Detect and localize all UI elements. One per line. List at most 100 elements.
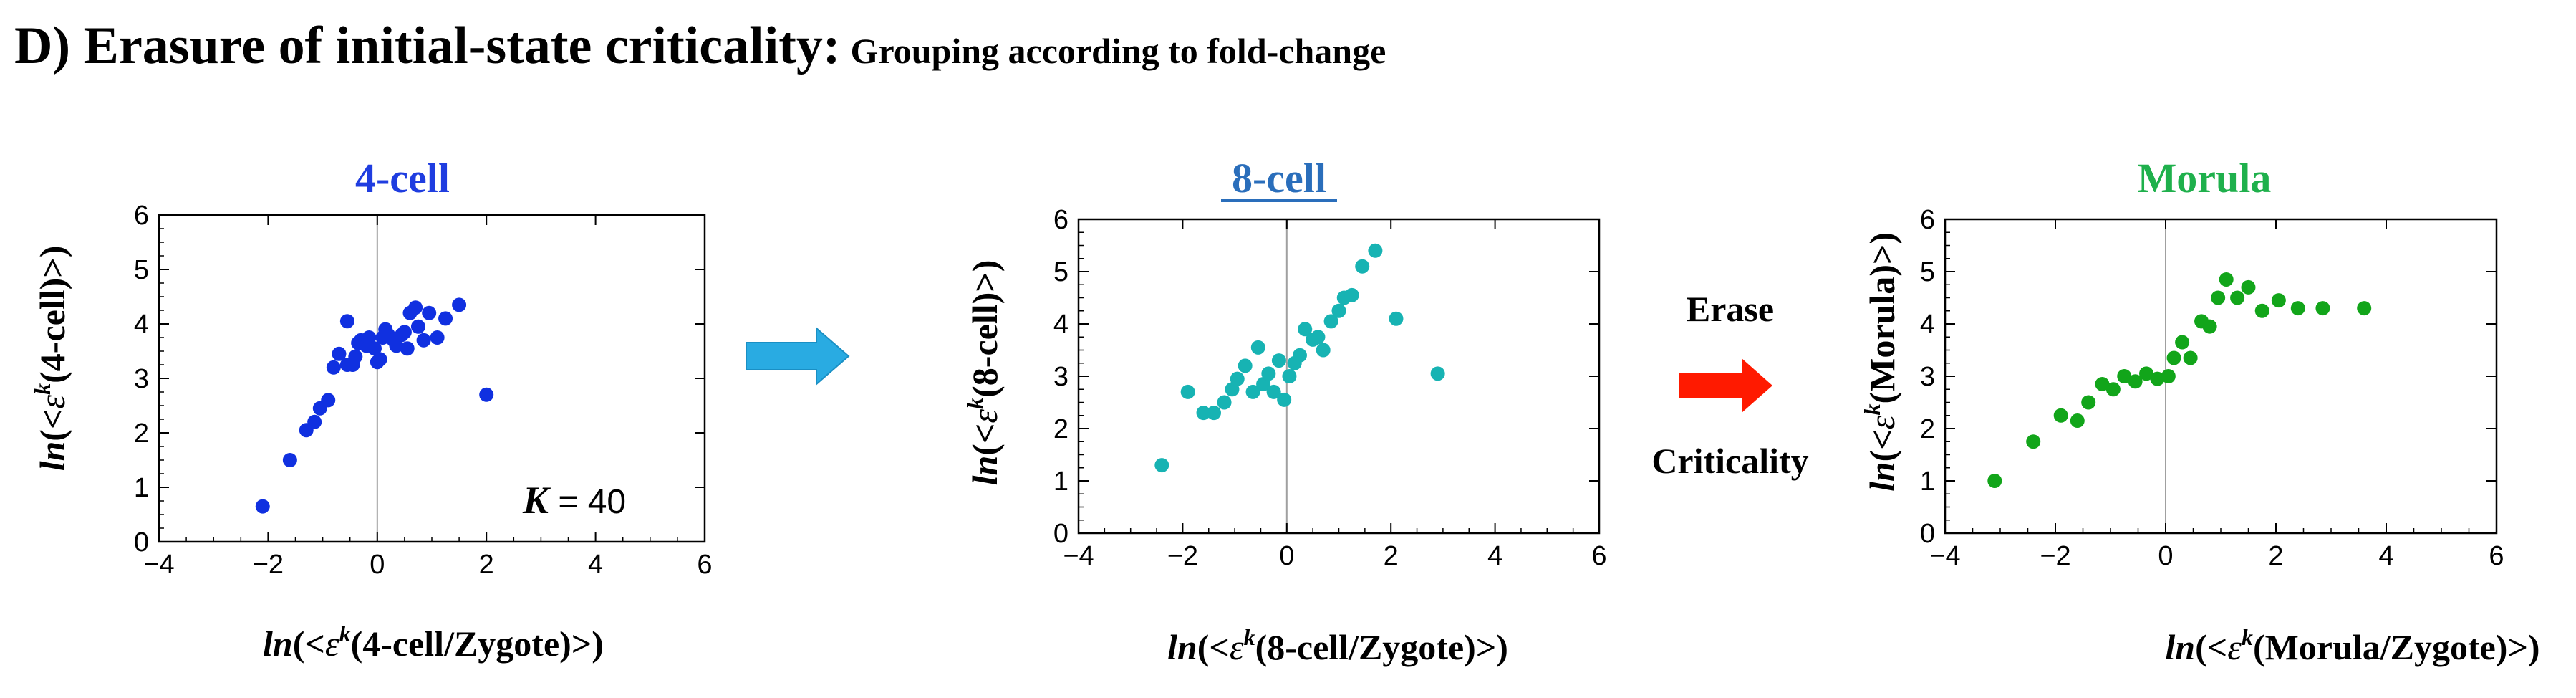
data-point (1331, 303, 1346, 318)
data-point (1250, 340, 1265, 355)
data-point (372, 352, 387, 367)
y-tick-label: 2 (1920, 414, 1935, 444)
data-point (1266, 384, 1281, 399)
y-tick-label: 2 (1053, 414, 1068, 444)
x-tick-label: −2 (2040, 541, 2070, 571)
data-point (1344, 287, 1359, 302)
data-point (2095, 376, 2110, 391)
data-point (1180, 384, 1195, 399)
data-point (1311, 330, 1326, 345)
data-point (2166, 350, 2181, 365)
data-point (410, 319, 425, 334)
x-tick-label: −2 (1167, 541, 1198, 571)
x-axis-label: ln(<εk(Morula/Zygote)>) (2165, 624, 2539, 667)
data-point (2271, 293, 2286, 308)
data-point (2219, 272, 2234, 287)
data-point (1355, 259, 1370, 274)
figure-title-main: D) Erasure of initial-state criticality: (14, 16, 841, 75)
chart-title: 8-cell (1232, 155, 1326, 201)
erase-label: Erase (1687, 289, 1774, 329)
chart-title: Morula (2138, 155, 2272, 201)
data-point (321, 393, 336, 408)
data-point (389, 338, 404, 353)
y-tick-label: 1 (1920, 467, 1935, 497)
data-point (408, 300, 423, 315)
k-annotation: K = 40 (522, 479, 626, 522)
data-point (452, 297, 467, 312)
data-point (1389, 311, 1404, 326)
x-axis-label: ln(<εk(8-cell/Zygote)>) (1167, 624, 1508, 667)
data-point (362, 330, 377, 345)
blue-arrow-icon (746, 326, 850, 386)
data-point (1987, 474, 2002, 488)
y-tick-label: 0 (1920, 519, 1935, 549)
figure-subtitle: Grouping according to fold-change (850, 31, 1386, 71)
x-tick-label: 6 (697, 550, 712, 580)
data-point (2117, 369, 2132, 383)
data-point (2230, 290, 2245, 305)
data-point (2053, 408, 2068, 423)
x-tick-label: 0 (370, 550, 385, 580)
data-point (1368, 243, 1383, 258)
data-point (1245, 384, 1260, 399)
x-tick-label: 2 (1384, 541, 1399, 571)
data-point (1217, 395, 1232, 410)
y-tick-label: 1 (134, 473, 149, 503)
y-tick-label: 2 (134, 419, 149, 449)
x-tick-label: 6 (1591, 541, 1606, 571)
x-tick-label: 0 (1279, 541, 1294, 571)
x-tick-label: 4 (2378, 541, 2393, 571)
plot-frame (1077, 218, 1601, 535)
data-point (1238, 358, 1253, 373)
data-point (1271, 353, 1286, 368)
data-point (332, 346, 347, 361)
criticality-label: Criticality (1651, 441, 1808, 481)
x-tick-label: −4 (1929, 541, 1960, 571)
data-point (2105, 382, 2121, 397)
data-point (479, 387, 494, 402)
x-tick-label: 0 (2158, 541, 2173, 571)
data-point (255, 499, 270, 514)
data-point (1282, 369, 1297, 383)
y-axis-label: ln(<εk(4-cell)>) (29, 246, 72, 472)
y-axis-label: ln(<εk(8-cell)>) (962, 260, 1005, 486)
chart-title: 4-cell (355, 155, 450, 201)
data-point (2315, 301, 2330, 316)
chart-panel-1: 4-cell −4 −2 0 2 4 6 0 1 2 3 4 5 6 ln(<εk(4-cell/Zygot… (29, 155, 713, 664)
data-point (416, 333, 431, 348)
data-point (1261, 366, 1276, 381)
data-point (2161, 369, 2176, 383)
y-tick-label: 6 (1920, 205, 1935, 235)
data-point (2175, 335, 2190, 350)
data-point (348, 349, 363, 364)
data-point (2139, 366, 2154, 381)
y-tick-label: 0 (1053, 519, 1068, 549)
data-point (1323, 314, 1338, 329)
data-point (2357, 301, 2372, 316)
data-point (339, 314, 354, 329)
y-tick-label: 4 (1920, 310, 1935, 340)
x-tick-label: 2 (479, 550, 494, 580)
y-tick-label: 3 (1053, 362, 1068, 392)
y-axis-label: ln(<εk(Morula)>) (1859, 232, 1902, 492)
data-point (2026, 434, 2041, 449)
data-point (438, 311, 453, 326)
y-tick-label: 5 (1920, 257, 1935, 287)
chart-panel-2: 8-cell −4 −2 0 2 4 6 0 1 2 3 4 5 6 ln(<εk(8-cell/Zygot… (962, 155, 1607, 667)
data-point (2290, 301, 2305, 316)
y-tick-label: 6 (134, 201, 149, 231)
y-tick-label: 1 (1053, 467, 1068, 497)
data-point (1230, 371, 1245, 386)
data-point (2241, 279, 2256, 295)
y-tick-label: 3 (134, 364, 149, 394)
y-tick-label: 0 (134, 527, 149, 558)
data-point (397, 325, 412, 340)
y-tick-label: 4 (134, 310, 149, 340)
x-tick-label: −4 (143, 550, 174, 580)
y-tick-label: 3 (1920, 362, 1935, 392)
data-point (2128, 374, 2143, 389)
x-tick-label: −4 (1063, 541, 1094, 571)
data-point (1298, 322, 1313, 337)
data-point (1154, 458, 1169, 473)
figure-title: D) Erasure of initial-state criticality:… (14, 16, 1386, 77)
